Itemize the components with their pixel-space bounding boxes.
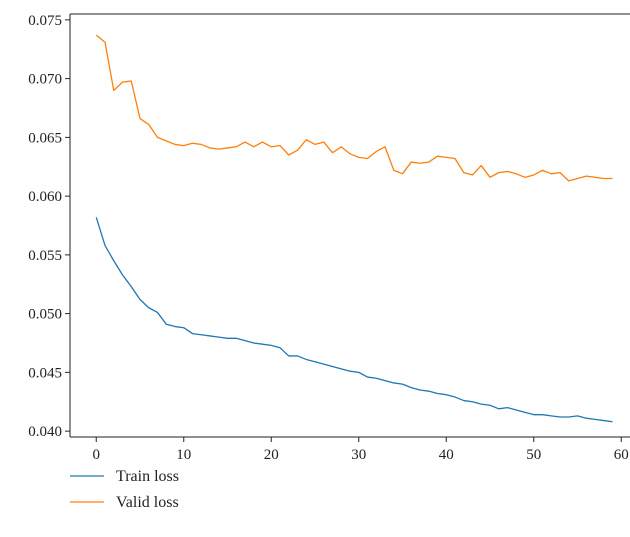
x-tick-label: 40: [439, 447, 454, 463]
legend-label: Train loss: [116, 468, 179, 485]
x-tick-label: 30: [351, 447, 366, 463]
y-tick-label: 0.055: [28, 248, 62, 264]
x-tick-label: 60: [614, 447, 629, 463]
y-tick-label: 0.050: [28, 307, 62, 323]
y-tick-label: 0.065: [28, 130, 62, 146]
legend: Train loss Valid loss: [70, 468, 179, 511]
y-tick-label: 0.060: [28, 189, 62, 205]
x-tick-label: 20: [264, 447, 279, 463]
x-tick-label: 10: [176, 447, 191, 463]
y-tick-label: 0.040: [28, 424, 62, 440]
y-tick-label: 0.070: [28, 72, 62, 88]
y-tick-label: 0.045: [28, 365, 62, 381]
series-lines: [95, 34, 613, 423]
y-ticks: 0.040 0.045 0.050 0.055 0.060 0.065 0.070 0.075: [28, 13, 70, 440]
valid-loss-line: [95, 34, 613, 182]
train-loss-line: [95, 217, 613, 423]
x-tick-label: 0: [93, 447, 101, 463]
plot-frame: [69, 13, 630, 438]
y-tick-label: 0.075: [28, 13, 62, 29]
legend-label: Valid loss: [116, 494, 179, 511]
x-tick-label: 50: [526, 447, 541, 463]
x-ticks: 0 10 20 30 40 50 60: [93, 437, 629, 463]
